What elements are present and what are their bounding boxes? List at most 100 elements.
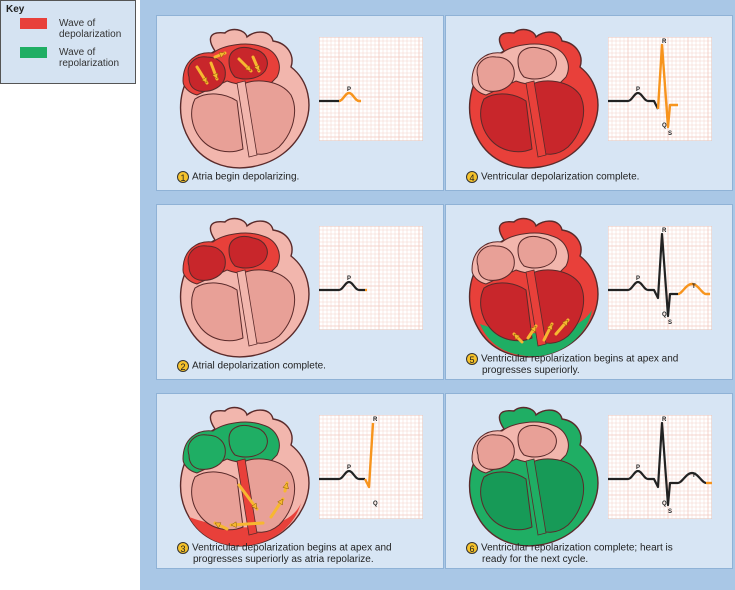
repolarized-apex (480, 310, 592, 357)
wave-label: S (668, 509, 672, 515)
wave-label: Q (373, 501, 378, 507)
key-legend: Key Wave of depolarization Wave of repol… (0, 0, 136, 84)
arrow-head (230, 521, 237, 528)
ecg-grid: P Q R S (607, 36, 713, 142)
ecg-gridlines (318, 414, 424, 520)
step-number: 2 (177, 360, 189, 372)
arrow-head (253, 64, 260, 72)
arrow-head (513, 333, 521, 341)
right-ventricle (480, 93, 533, 153)
caption-text: Ventricular depolarization begins at ape… (192, 542, 392, 554)
wave-label: Q (662, 501, 667, 507)
panel-5: P Q R S T 5 Ventricular repolarization begins… (445, 204, 733, 380)
right-ventricle (480, 471, 533, 531)
caption-text-line2: progresses superiorly as atria repolariz… (193, 554, 374, 565)
wave-label: P (636, 276, 640, 282)
right-ventricle (191, 471, 244, 531)
right-atrium (476, 56, 515, 92)
wave-label: P (636, 465, 640, 471)
ecg-gridlines (607, 225, 713, 331)
caption-text: Atrial depolarization complete. (192, 360, 326, 372)
arrow-head (211, 72, 219, 80)
wave-label: T (692, 284, 696, 290)
ecg-gridlines (318, 225, 424, 331)
right-atrium (187, 56, 226, 92)
caption-text: Ventricular depolarization complete. (481, 171, 640, 183)
wave-label: P (636, 87, 640, 93)
caption-text: Ventricular repolarization begins at ape… (481, 353, 679, 365)
ecg-gridlines (318, 36, 424, 142)
panel-caption: 2 Atrial depolarization complete. (177, 360, 437, 372)
ecg-active-segment (363, 422, 375, 489)
panel-caption: 5 Ventricular repolarization begins at ap… (466, 353, 726, 376)
arrow-head (244, 64, 252, 72)
wave-label: R (662, 417, 667, 423)
ecg-trace (319, 469, 365, 481)
arrow-head (530, 325, 537, 333)
ecg-trace (608, 91, 659, 110)
ecg-active-segment (338, 91, 361, 103)
ecg-gridlines (607, 36, 713, 142)
left-atrium (517, 425, 557, 458)
wave-label: R (662, 39, 667, 45)
right-atrium (187, 434, 226, 470)
panel-caption: 1 Atria begin depolarizing. (177, 171, 437, 183)
wave-label: P (347, 276, 351, 282)
wave-label: Q (662, 123, 667, 129)
caption-text-line2: ready for the next cycle. (482, 554, 589, 565)
caption-text: Ventricular repolarization complete; hea… (481, 542, 673, 554)
panel-3: P Q R 3 Ventricular depolarization begins a… (156, 393, 444, 569)
arrow-head (251, 502, 258, 510)
heart-illustration (167, 210, 317, 358)
right-atrium (476, 245, 515, 281)
depolarization-swatch (20, 18, 47, 29)
panel-4: P Q R S 4 Ventricular depolarization complet… (445, 15, 733, 191)
ecg-trace (608, 421, 707, 507)
wave-label: R (662, 228, 667, 234)
panel-caption: 4 Ventricular depolarization complete. (466, 171, 726, 183)
panel-2: P 2 Atrial depolarization complete. (156, 204, 444, 380)
wave-label: Q (662, 312, 667, 318)
ecg-grid: P Q R S T (607, 225, 713, 331)
heart-illustration (167, 21, 317, 169)
septum (525, 269, 547, 347)
ecg-trace (608, 232, 678, 318)
right-ventricle (480, 282, 533, 342)
repolarization-swatch (20, 47, 47, 58)
step-number: 6 (466, 542, 478, 554)
arrow-head (201, 76, 208, 84)
caption-text-line2: progresses superiorly. (482, 365, 580, 376)
wave-label: P (347, 87, 351, 93)
left-atrium (228, 236, 268, 269)
wave-label: S (668, 320, 672, 326)
ecg-active-segment (656, 43, 678, 129)
arrow-head (561, 319, 569, 327)
step-number: 1 (177, 171, 189, 183)
heart-illustration (456, 399, 606, 547)
step-number: 4 (466, 171, 478, 183)
panel-caption: 6 Ventricular repolarization complete; he… (466, 542, 726, 565)
left-atrium (228, 47, 268, 80)
step-number: 5 (466, 353, 478, 365)
repolarization-label: Wave of repolarization (59, 47, 120, 69)
septum (525, 458, 547, 536)
ecg-active-segment (677, 282, 710, 296)
arrow-head (218, 51, 226, 59)
ecg-gridlines (607, 414, 713, 520)
septum (236, 80, 258, 158)
caption-text: Atria begin depolarizing. (192, 171, 300, 183)
ecg-grid: P Q R (318, 414, 424, 520)
heart-illustration (456, 210, 606, 358)
panel-6: P Q R S T 6 Ventricular repolarization comple… (445, 393, 733, 569)
ecg-grid: P (318, 225, 424, 331)
step-number: 3 (177, 542, 189, 554)
heart-illustration (167, 399, 317, 547)
septum (236, 269, 258, 347)
ecg-grid: P (318, 36, 424, 142)
arrow-head (282, 482, 289, 490)
heart-illustration (456, 21, 606, 169)
wave-label: R (373, 417, 378, 423)
wave-label: P (347, 465, 351, 471)
arrow-head (214, 522, 222, 529)
left-atrium (228, 425, 268, 458)
